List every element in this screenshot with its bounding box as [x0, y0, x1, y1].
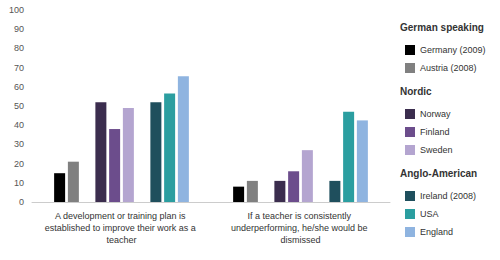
svg-text:Nordic: Nordic [400, 86, 432, 97]
svg-text:teacher: teacher [106, 235, 136, 245]
svg-text:A development or training plan: A development or training plan is [55, 211, 188, 221]
svg-text:Sweden: Sweden [420, 145, 453, 155]
svg-text:Anglo-American: Anglo-American [400, 168, 477, 179]
svg-text:Germany (2009): Germany (2009) [420, 45, 486, 55]
svg-text:0: 0 [19, 197, 24, 207]
svg-text:USA: USA [420, 209, 439, 219]
svg-text:German speaking: German speaking [400, 22, 484, 33]
svg-text:90: 90 [14, 24, 24, 34]
svg-text:100: 100 [9, 5, 24, 15]
svg-text:Norway: Norway [420, 109, 451, 119]
svg-text:60: 60 [14, 82, 24, 92]
svg-text:Ireland (2008): Ireland (2008) [420, 191, 476, 201]
svg-text:established to improve their w: established to improve their work as a [45, 223, 199, 233]
svg-text:Finland: Finland [420, 127, 450, 137]
svg-text:If a teacher is consistently: If a teacher is consistently [247, 211, 353, 221]
svg-text:England: England [420, 227, 453, 237]
svg-text:80: 80 [14, 43, 24, 53]
svg-text:40: 40 [14, 120, 24, 130]
svg-text:20: 20 [14, 159, 24, 169]
svg-text:50: 50 [14, 101, 24, 111]
svg-text:dismissed: dismissed [280, 235, 320, 245]
svg-text:10: 10 [14, 178, 24, 188]
svg-text:30: 30 [14, 139, 24, 149]
svg-text:Austria (2008): Austria (2008) [420, 63, 477, 73]
svg-text:underperforming, he/she would: underperforming, he/she would be [231, 223, 370, 233]
svg-text:70: 70 [14, 63, 24, 73]
